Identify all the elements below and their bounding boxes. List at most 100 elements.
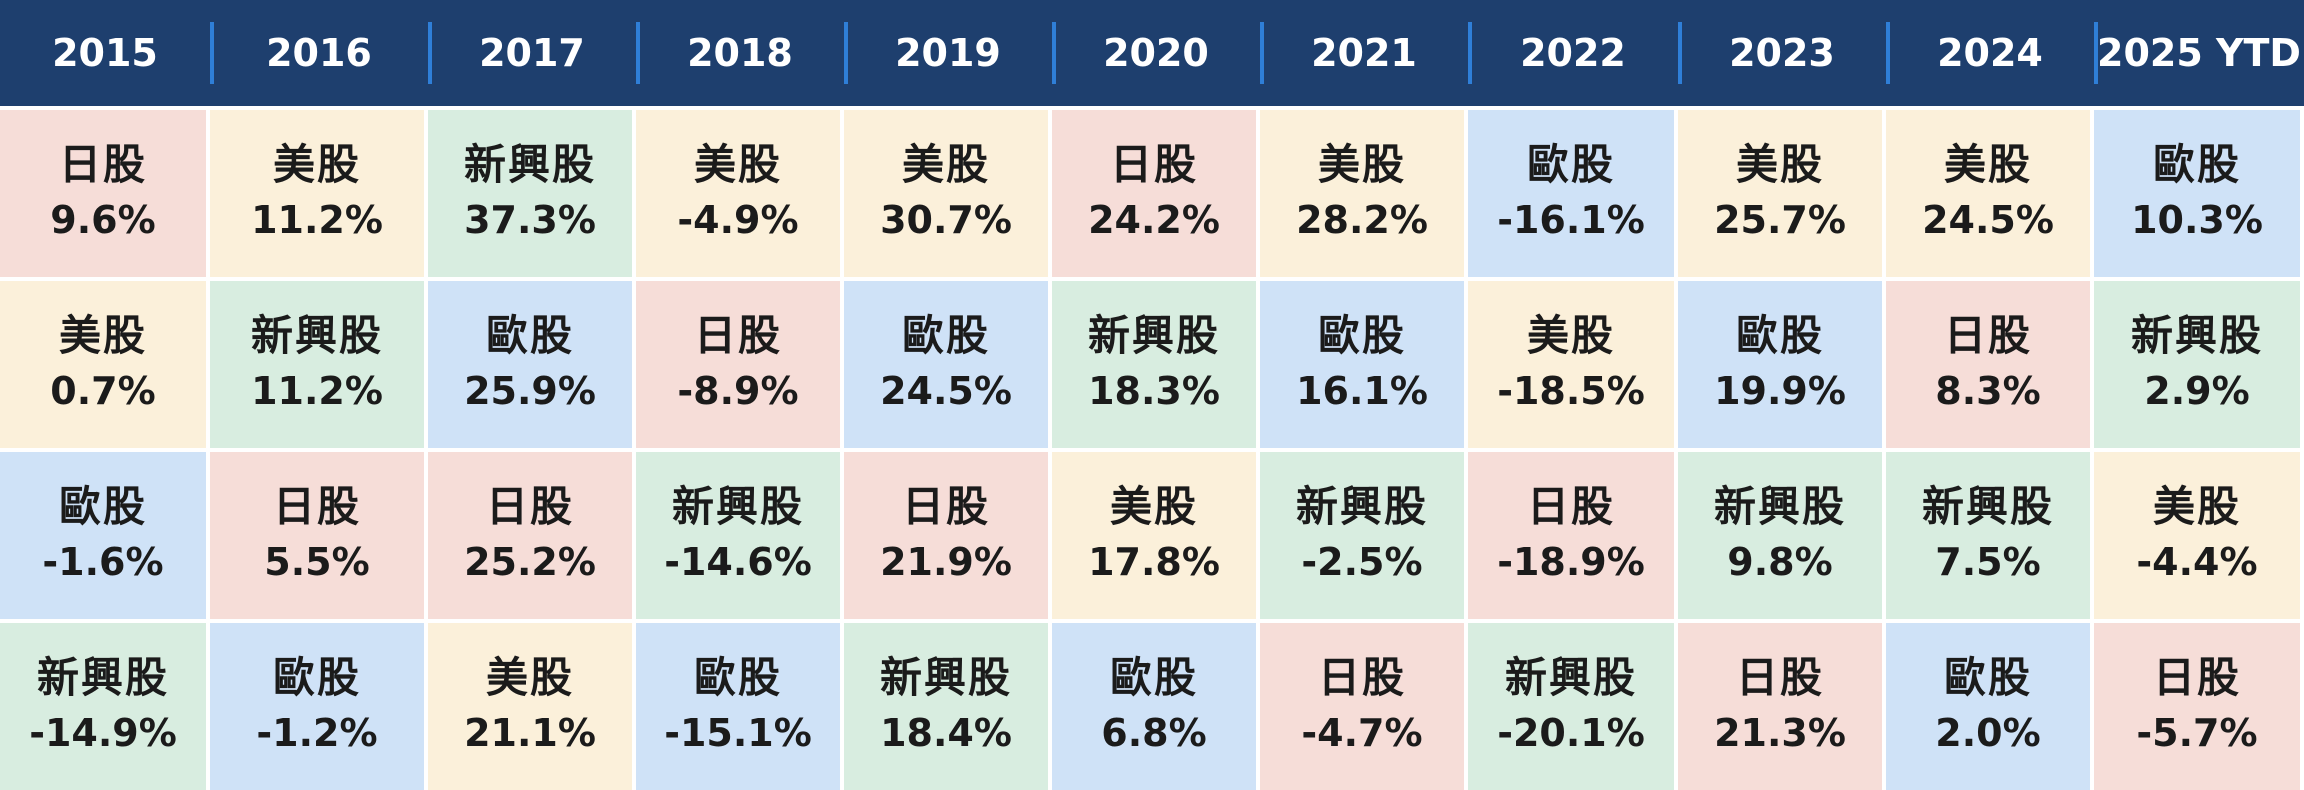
market-label: 日股 <box>58 139 147 189</box>
column-header-label: 2019 <box>895 31 1001 75</box>
return-value: -1.6% <box>42 540 164 584</box>
market-label: 日股 <box>693 310 782 360</box>
column-header-2021: 2021 <box>1260 0 1468 106</box>
header-separator <box>636 22 640 84</box>
market-label: 新興股 <box>1713 481 1846 531</box>
return-value: -18.5% <box>1497 369 1645 413</box>
return-value: 2.0% <box>1935 711 2041 755</box>
return-value: 21.9% <box>880 540 1012 584</box>
ranking-cell: 美股 0.7% <box>0 277 210 448</box>
market-label: 歐股 <box>693 652 782 702</box>
return-value: 19.9% <box>1714 369 1846 413</box>
return-value: 7.5% <box>1935 540 2041 584</box>
market-label: 歐股 <box>272 652 361 702</box>
market-label: 日股 <box>1735 652 1824 702</box>
market-label: 美股 <box>272 139 361 189</box>
market-label: 美股 <box>2152 481 2241 531</box>
column-header-label: 2017 <box>479 31 585 75</box>
return-value: -1.2% <box>256 711 378 755</box>
market-label: 美股 <box>485 652 574 702</box>
return-value: 24.5% <box>880 369 1012 413</box>
ranking-cell: 新興股 -20.1% <box>1468 619 1678 790</box>
ranking-cell: 美股 -4.9% <box>636 106 844 277</box>
ranking-cell: 歐股 2.0% <box>1886 619 2094 790</box>
return-value: -8.9% <box>677 369 799 413</box>
header-separator <box>1678 22 1682 84</box>
return-value: -4.4% <box>2136 540 2258 584</box>
column-header-label: 2020 <box>1103 31 1209 75</box>
header-separator <box>428 22 432 84</box>
market-label: 美股 <box>1317 139 1406 189</box>
return-value: 0.7% <box>50 369 156 413</box>
return-value: 16.1% <box>1296 369 1428 413</box>
return-value: 30.7% <box>880 198 1012 242</box>
column-header-2015: 2015 <box>0 0 210 106</box>
return-value: 24.5% <box>1922 198 2054 242</box>
return-value: -18.9% <box>1497 540 1645 584</box>
return-value: 5.5% <box>264 540 370 584</box>
column-header-label: 2025 YTD <box>2097 31 2301 75</box>
return-value: 25.2% <box>464 540 596 584</box>
return-value: 9.6% <box>50 198 156 242</box>
return-value: 24.2% <box>1088 198 1220 242</box>
return-value: -16.1% <box>1497 198 1645 242</box>
market-label: 日股 <box>1526 481 1615 531</box>
return-value: -4.9% <box>677 198 799 242</box>
return-value: 6.8% <box>1101 711 1207 755</box>
ranking-cell: 日股 -4.7% <box>1260 619 1468 790</box>
header-separator <box>210 22 214 84</box>
header-separator <box>1468 22 1472 84</box>
return-value: 11.2% <box>251 369 383 413</box>
ranking-cell: 美股 21.1% <box>428 619 636 790</box>
market-label: 新興股 <box>36 652 169 702</box>
return-value: -20.1% <box>1497 711 1645 755</box>
ranking-cell: 歐股 -1.6% <box>0 448 210 619</box>
market-label: 歐股 <box>1526 139 1615 189</box>
ranking-cell: 新興股 18.4% <box>844 619 1052 790</box>
market-label: 新興股 <box>1295 481 1428 531</box>
market-label: 美股 <box>901 139 990 189</box>
return-value: -14.9% <box>29 711 177 755</box>
ranking-cell: 新興股 37.3% <box>428 106 636 277</box>
ranking-cell: 日股 9.6% <box>0 106 210 277</box>
market-label: 新興股 <box>879 652 1012 702</box>
ranking-cell: 新興股 9.8% <box>1678 448 1886 619</box>
ranking-cell: 日股 -8.9% <box>636 277 844 448</box>
return-value: 21.1% <box>464 711 596 755</box>
market-label: 美股 <box>693 139 782 189</box>
market-label: 歐股 <box>901 310 990 360</box>
market-label: 日股 <box>1943 310 2032 360</box>
return-value: -15.1% <box>664 711 812 755</box>
market-label: 新興股 <box>250 310 383 360</box>
ranking-cell: 歐股 19.9% <box>1678 277 1886 448</box>
market-label: 美股 <box>1735 139 1824 189</box>
column-header-2016: 2016 <box>210 0 428 106</box>
return-value: 8.3% <box>1935 369 2041 413</box>
ranking-cell: 新興股 2.9% <box>2094 277 2304 448</box>
ranking-cell: 美股 28.2% <box>1260 106 1468 277</box>
market-label: 美股 <box>58 310 147 360</box>
return-value: 25.7% <box>1714 198 1846 242</box>
ranking-cell: 日股 -5.7% <box>2094 619 2304 790</box>
market-label: 新興股 <box>671 481 804 531</box>
header-separator <box>844 22 848 84</box>
column-header-label: 2021 <box>1311 31 1417 75</box>
column-header-2020: 2020 <box>1052 0 1260 106</box>
market-label: 日股 <box>1109 139 1198 189</box>
ranking-cell: 歐股 16.1% <box>1260 277 1468 448</box>
return-value: -5.7% <box>2136 711 2258 755</box>
column-header-label: 2015 <box>52 31 158 75</box>
ranking-cell: 美股 17.8% <box>1052 448 1260 619</box>
ranking-cell: 新興股 11.2% <box>210 277 428 448</box>
ranking-cell: 美股 -18.5% <box>1468 277 1678 448</box>
return-value: -4.7% <box>1301 711 1423 755</box>
ranking-cell: 美股 25.7% <box>1678 106 1886 277</box>
return-value: 25.9% <box>464 369 596 413</box>
ranking-cell: 歐股 -16.1% <box>1468 106 1678 277</box>
ranking-cell: 歐股 10.3% <box>2094 106 2304 277</box>
header-separator <box>1260 22 1264 84</box>
ranking-cell: 日股 8.3% <box>1886 277 2094 448</box>
ranking-cell: 新興股 -14.6% <box>636 448 844 619</box>
column-header-2019: 2019 <box>844 0 1052 106</box>
